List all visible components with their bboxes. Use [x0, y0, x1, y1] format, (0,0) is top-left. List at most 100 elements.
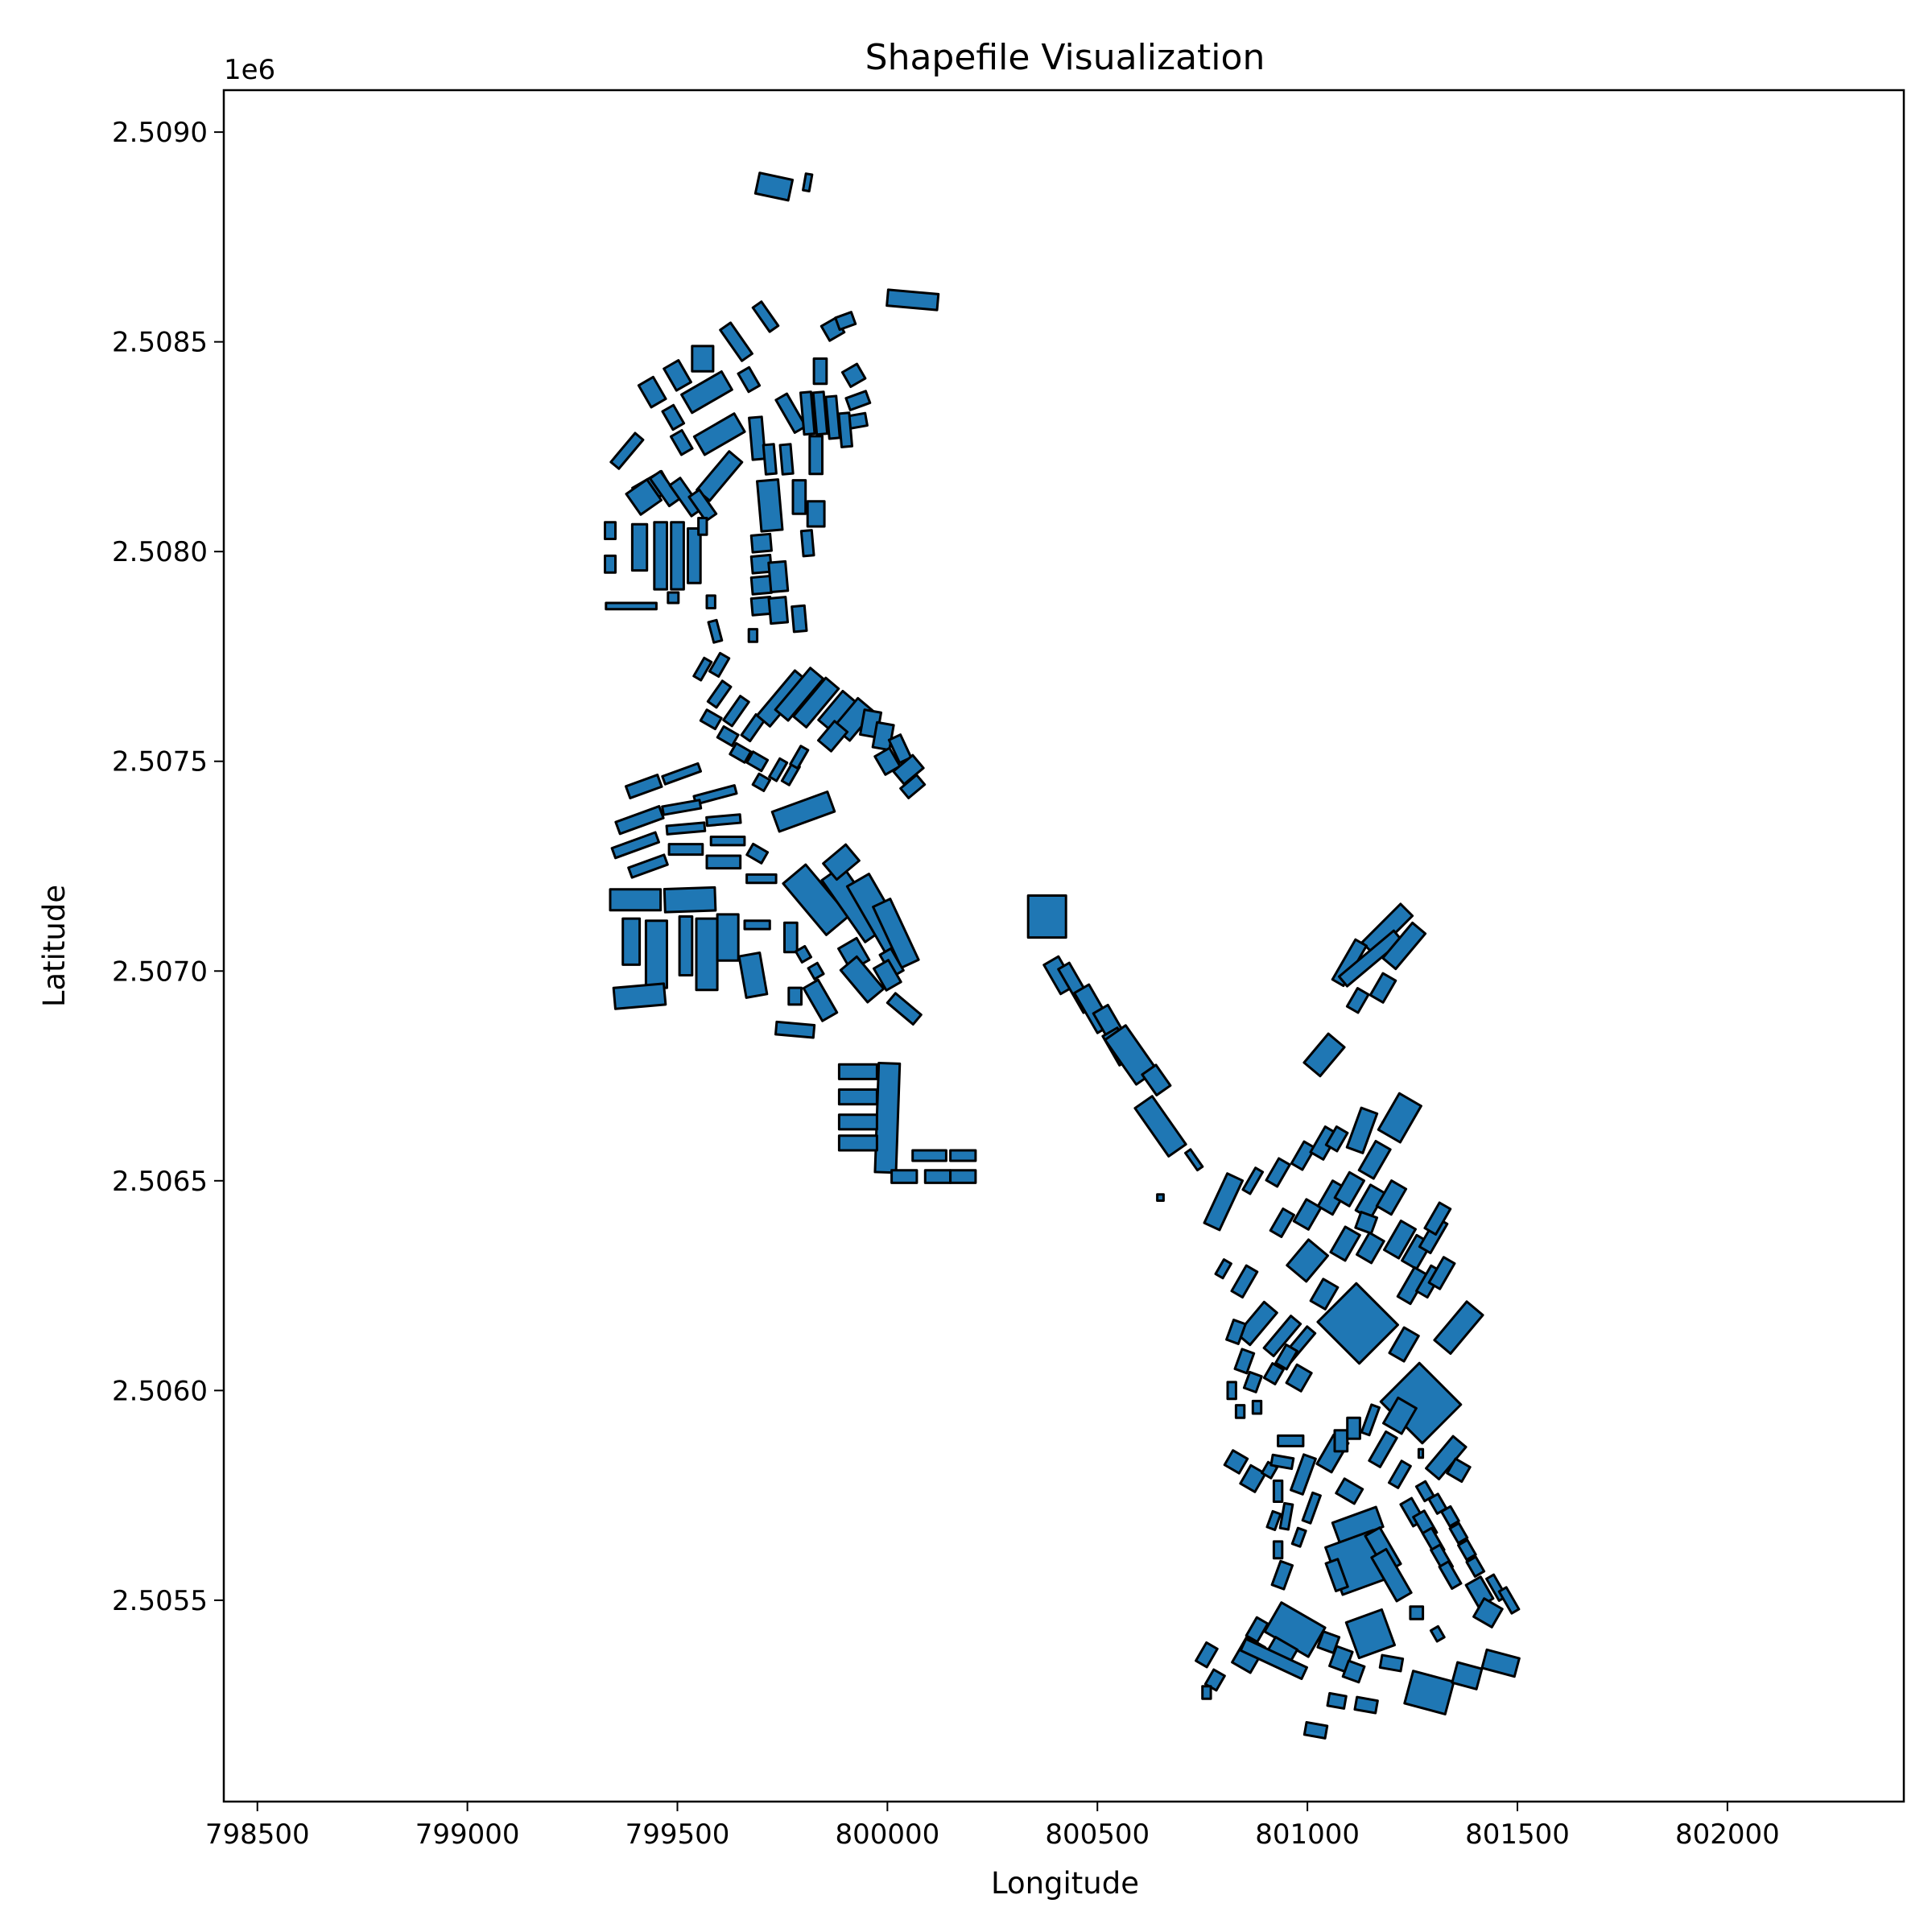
- building-polygon: [609, 888, 663, 912]
- building-polygon: [729, 741, 753, 764]
- building-polygon: [768, 757, 789, 782]
- building-polygon: [663, 359, 692, 392]
- y-tick-label: 2.5065: [112, 1166, 208, 1198]
- building-polygon: [1451, 1661, 1484, 1690]
- building-polygon: [749, 532, 773, 554]
- building-polygon: [716, 724, 740, 747]
- building-polygon: [661, 762, 703, 786]
- building-polygon: [644, 919, 669, 989]
- building-polygon: [661, 799, 703, 816]
- building-polygon: [808, 435, 824, 476]
- building-polygon: [824, 394, 841, 440]
- building-polygon: [1409, 1605, 1425, 1620]
- building-polygon: [886, 288, 940, 312]
- building-polygon: [1360, 1403, 1381, 1437]
- building-polygon: [1239, 1463, 1267, 1493]
- y-tick-label: 2.5090: [112, 117, 208, 149]
- building-polygon: [1230, 1264, 1259, 1299]
- building-polygon: [1272, 1540, 1284, 1560]
- building-polygon: [680, 370, 733, 415]
- building-polygon: [1326, 1691, 1348, 1710]
- building-polygon: [886, 992, 923, 1026]
- building-polygon: [753, 171, 795, 202]
- y-axis: 2.5055 2.5060 2.5065 2.5070 2.5075 2.5080 2.50…: [112, 117, 224, 1617]
- building-polygon: [609, 431, 645, 470]
- building-polygon: [1440, 1505, 1460, 1528]
- building-polygon: [604, 521, 617, 541]
- building-polygon: [844, 390, 872, 411]
- building-polygon: [1026, 894, 1067, 939]
- building-polygon: [1346, 1416, 1361, 1440]
- building-polygon: [1446, 1457, 1472, 1484]
- building-polygon: [1433, 1300, 1484, 1356]
- building-polygon: [1341, 1659, 1366, 1684]
- building-polygon: [1262, 1362, 1285, 1385]
- building-polygon: [745, 750, 770, 773]
- building-polygon: [705, 813, 742, 828]
- building-polygon: [756, 478, 784, 533]
- building-polygon: [707, 618, 724, 644]
- building-polygon: [811, 390, 829, 436]
- building-polygon: [1290, 1140, 1317, 1171]
- building-polygon: [1368, 1430, 1398, 1468]
- building-polygon: [792, 676, 840, 729]
- building-polygon: [1381, 921, 1427, 971]
- building-polygon: [1472, 1597, 1504, 1629]
- y-tick-label: 2.5080: [112, 536, 208, 568]
- building-polygon: [1417, 1447, 1425, 1459]
- x-tick-label: 799000: [415, 1818, 520, 1851]
- building-polygon: [1301, 1491, 1322, 1525]
- building-polygon: [1354, 1211, 1379, 1235]
- building-polygon: [1290, 1526, 1307, 1548]
- building-polygon: [1382, 1220, 1417, 1260]
- building-polygon: [708, 651, 731, 678]
- building-polygon: [1203, 1172, 1245, 1232]
- building-polygon: [767, 596, 790, 625]
- building-polygon: [1403, 1670, 1455, 1715]
- building-polygon: [624, 774, 663, 799]
- building-polygon: [1356, 1231, 1385, 1265]
- building-polygon: [1497, 1586, 1521, 1615]
- building-polygon: [806, 500, 826, 528]
- building-polygon: [794, 944, 813, 964]
- building-polygon: [625, 478, 663, 516]
- building-polygon: [837, 1113, 878, 1131]
- building-polygon: [1265, 1509, 1282, 1531]
- building-polygon: [1316, 1282, 1399, 1365]
- building-polygon: [799, 390, 816, 436]
- building-polygon: [1370, 1547, 1413, 1603]
- building-polygon: [1335, 1477, 1364, 1505]
- building-polygon: [1429, 1624, 1446, 1643]
- building-polygon: [667, 843, 704, 857]
- building-polygon: [1387, 1459, 1412, 1489]
- building-polygon: [1302, 1032, 1346, 1078]
- building-polygon: [837, 1088, 878, 1106]
- building-polygon: [691, 345, 715, 373]
- building-polygon: [605, 601, 658, 611]
- building-polygon: [911, 1149, 947, 1162]
- building-polygon: [1368, 972, 1397, 1004]
- building-polygon: [630, 522, 649, 572]
- building-polygon: [749, 575, 773, 596]
- y-tick-label: 2.5085: [112, 327, 208, 359]
- x-tick-label: 798500: [205, 1818, 310, 1851]
- building-polygon: [1265, 1157, 1291, 1188]
- building-polygon: [627, 853, 669, 879]
- building-polygon: [1183, 1148, 1204, 1172]
- building-polygon: [834, 311, 857, 331]
- y-offset-label: 1e6: [224, 54, 275, 86]
- building-polygon: [1214, 1258, 1232, 1280]
- building-polygon: [949, 1149, 977, 1162]
- building-polygon: [709, 836, 746, 847]
- building-polygon: [782, 863, 850, 936]
- building-polygon: [770, 791, 836, 833]
- building-polygon: [716, 913, 740, 962]
- building-polygon: [1251, 1399, 1263, 1415]
- y-tick-label: 2.5055: [112, 1585, 208, 1617]
- building-polygon: [751, 772, 772, 793]
- x-tick-label: 799500: [625, 1818, 730, 1851]
- x-axis-label: Longitude: [991, 1866, 1139, 1901]
- y-axis-label: Latitude: [37, 885, 72, 1007]
- y-tick-label: 2.5060: [112, 1375, 208, 1407]
